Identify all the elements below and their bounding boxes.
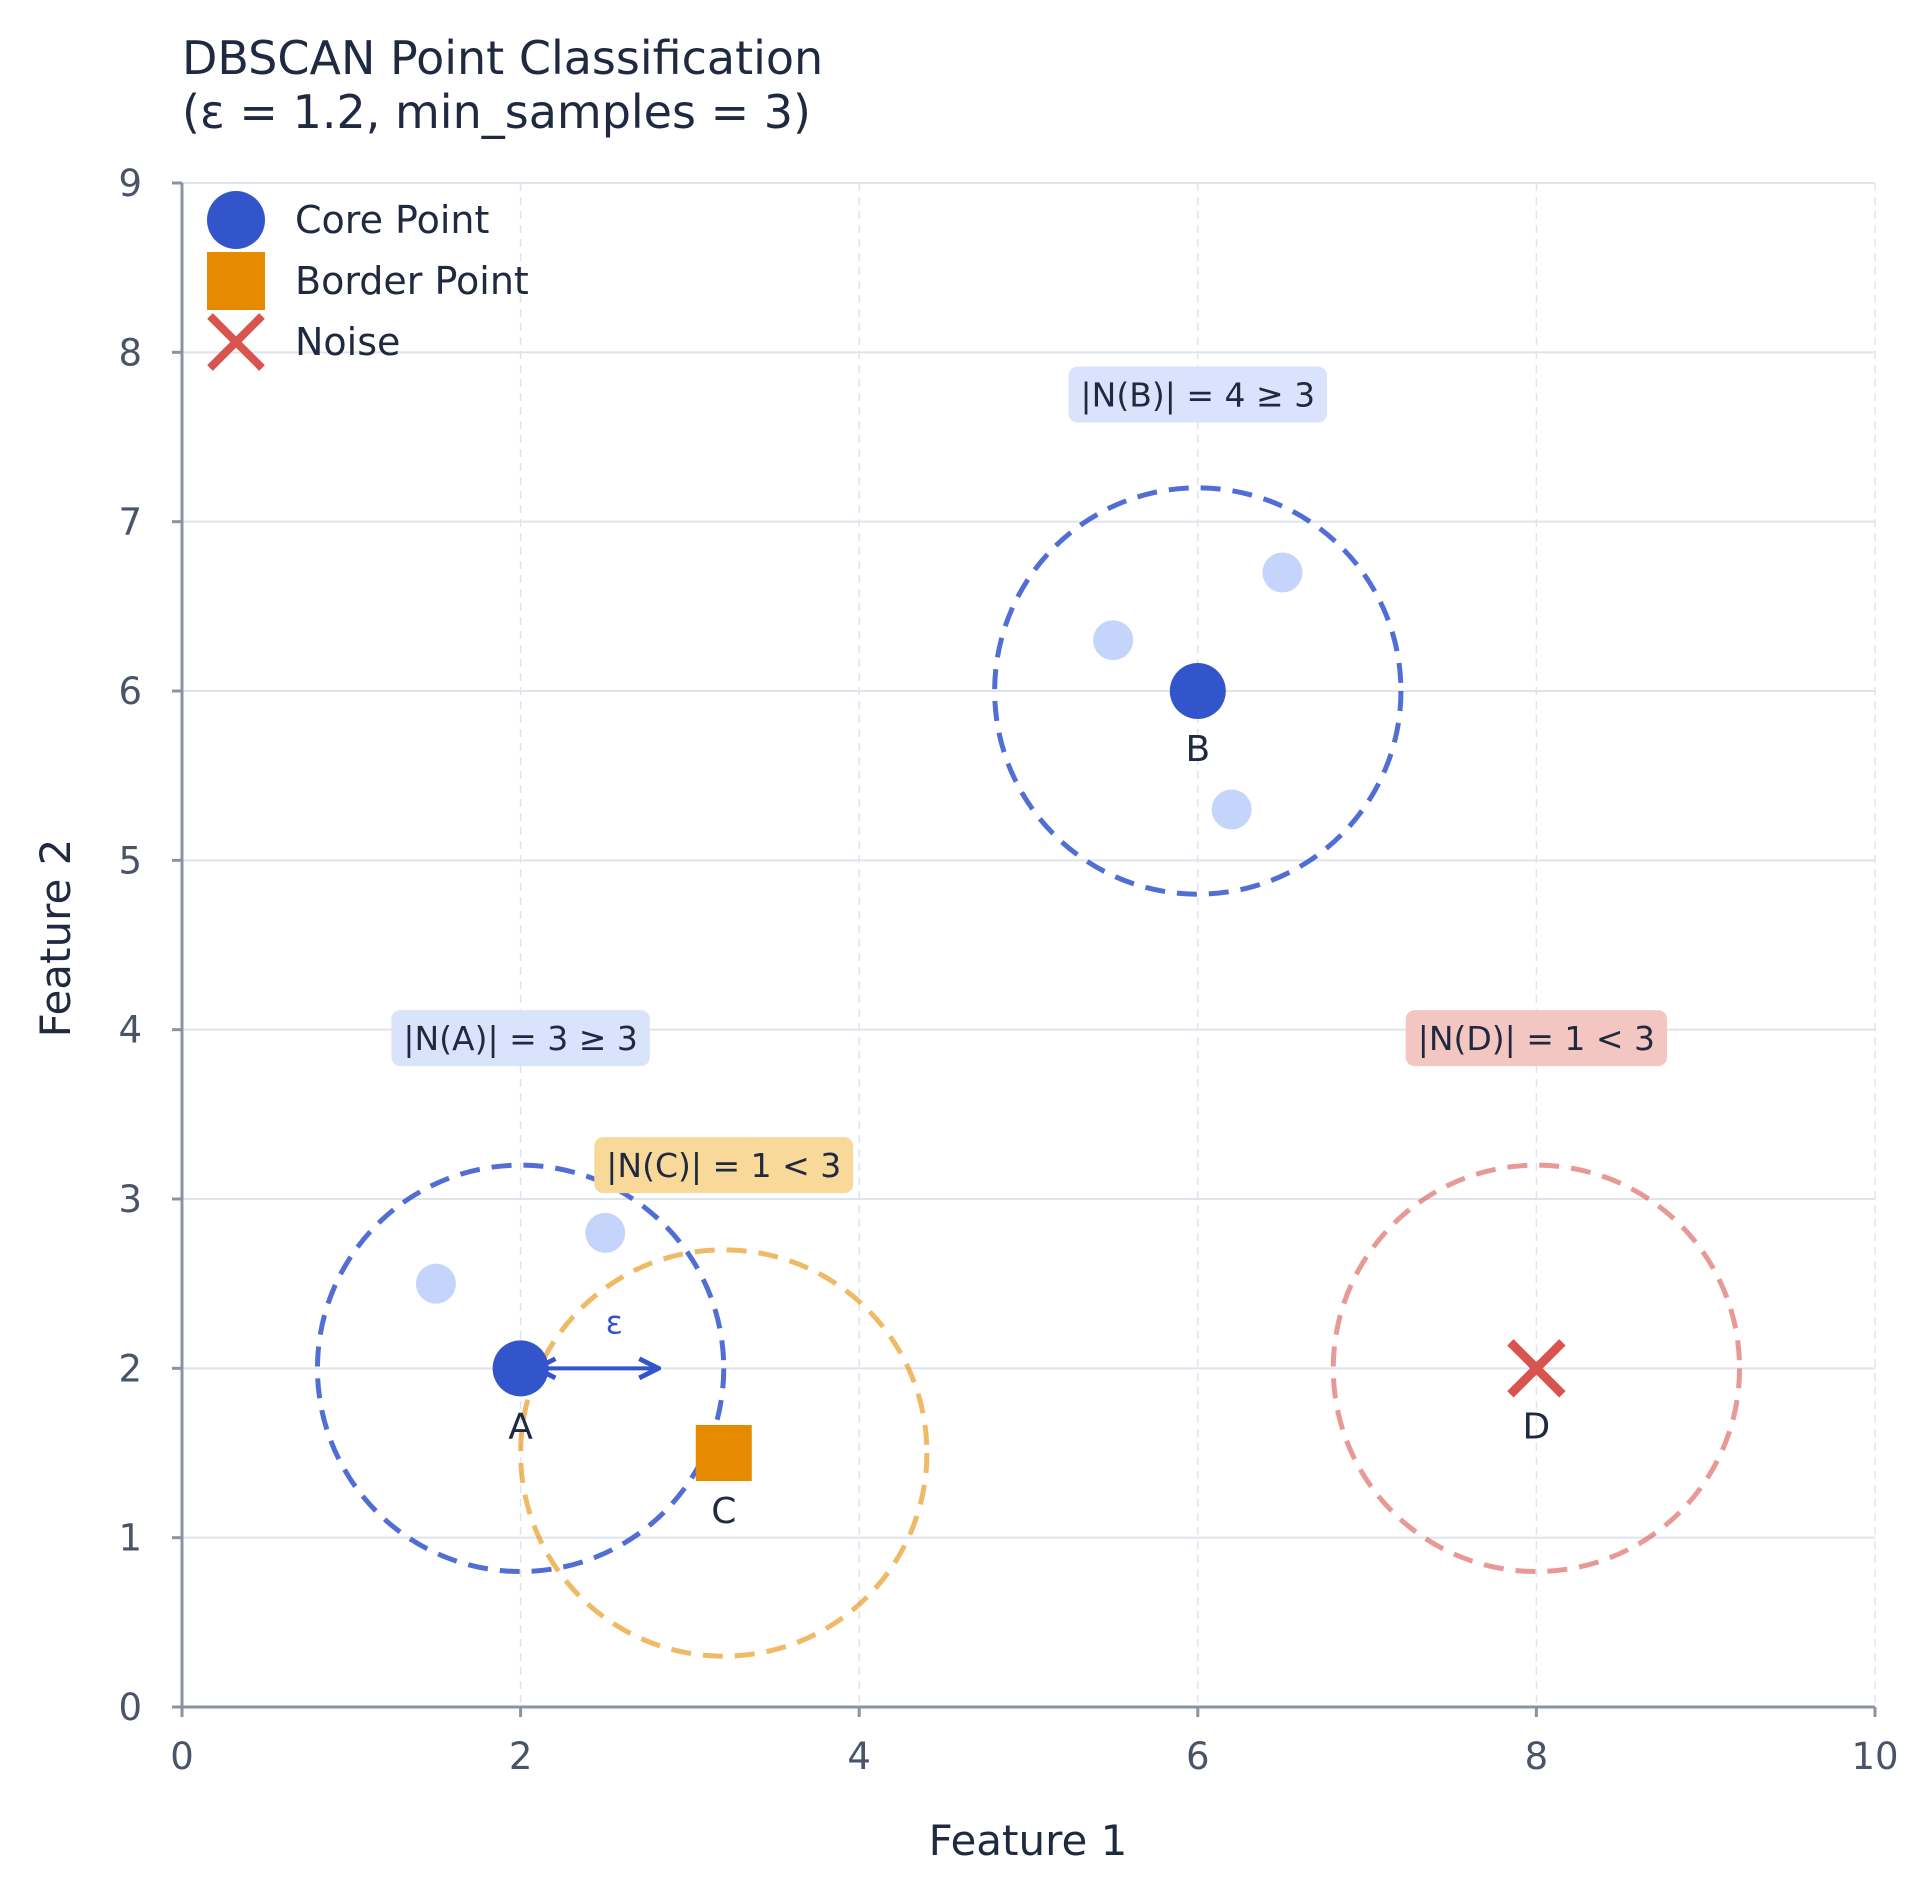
legend-label: Core Point bbox=[295, 198, 489, 242]
tick-labels: 0 2 4 6 8 10 0 1 2 3 4 5 6 7 8 9 bbox=[118, 162, 1898, 1778]
note-background bbox=[1405, 1010, 1668, 1067]
x-tick-label: 2 bbox=[509, 1735, 533, 1778]
neighbor-point bbox=[1262, 552, 1303, 593]
neighbor-points bbox=[415, 552, 1303, 1304]
y-tick-label: 2 bbox=[118, 1347, 142, 1390]
x-tick-label: 0 bbox=[170, 1735, 194, 1778]
axes bbox=[172, 181, 1877, 1717]
note-d: |N(D)| = 1 < 3 bbox=[1405, 1010, 1668, 1067]
epsilon-circle-b bbox=[992, 485, 1404, 897]
legend-label: Noise bbox=[295, 320, 400, 364]
x-tick-label: 6 bbox=[1186, 1735, 1210, 1778]
neighbor-point bbox=[1211, 789, 1252, 830]
note-background bbox=[391, 1010, 650, 1067]
note-a: |N(A)| = 3 ≥ 3 bbox=[391, 1010, 650, 1067]
epsilon-circle-a bbox=[314, 1162, 727, 1575]
legend-circle-icon bbox=[207, 191, 265, 249]
grid bbox=[181, 182, 1876, 1708]
y-tick-label: 4 bbox=[118, 1009, 142, 1052]
legend: Core Point Border Point Noise bbox=[207, 191, 529, 371]
epsilon-circle-d bbox=[1330, 1162, 1743, 1575]
note-text: |N(D)| = 1 < 3 bbox=[1418, 1019, 1655, 1058]
y-tick-label: 5 bbox=[118, 839, 142, 882]
legend-square-icon bbox=[207, 252, 265, 310]
neighbor-point bbox=[415, 1263, 456, 1304]
y-tick-label: 7 bbox=[118, 501, 142, 544]
note-text: |N(C)| = 1 < 3 bbox=[606, 1146, 841, 1185]
y-tick-label: 8 bbox=[118, 331, 142, 374]
chart-title: DBSCAN Point Classification bbox=[182, 31, 823, 85]
legend-item-x: Noise bbox=[207, 313, 400, 371]
y-tick-label: 0 bbox=[118, 1686, 142, 1729]
classified-points: A B C D bbox=[492, 663, 1566, 1532]
note-b: |N(B)| = 4 ≥ 3 bbox=[1068, 366, 1328, 423]
epsilon-circle-c bbox=[518, 1247, 930, 1659]
y-tick-label: 9 bbox=[118, 162, 142, 205]
point-b bbox=[1169, 663, 1226, 719]
point-label-b: B bbox=[1185, 729, 1210, 770]
neighbor-point bbox=[585, 1212, 626, 1253]
y-tick-label: 1 bbox=[118, 1517, 142, 1560]
x-tick-label: 10 bbox=[1851, 1735, 1898, 1778]
note-background bbox=[594, 1137, 854, 1194]
x-tick-label: 4 bbox=[847, 1735, 871, 1778]
point-d bbox=[1507, 1339, 1566, 1398]
chart-subtitle: (ε = 1.2, min_samples = 3) bbox=[182, 85, 811, 139]
legend-item-square: Border Point bbox=[207, 252, 529, 310]
point-a bbox=[492, 1340, 549, 1397]
x-tick-label: 8 bbox=[1525, 1735, 1549, 1778]
epsilon-circles bbox=[314, 485, 1743, 1659]
legend-x-icon bbox=[207, 313, 265, 371]
note-text: |N(B)| = 4 ≥ 3 bbox=[1081, 376, 1316, 415]
legend-label: Border Point bbox=[295, 259, 529, 303]
note-c: |N(C)| = 1 < 3 bbox=[594, 1137, 854, 1194]
point-label-a: A bbox=[508, 1406, 533, 1447]
x-axis-label: Feature 1 bbox=[929, 1816, 1128, 1865]
y-tick-label: 6 bbox=[118, 670, 142, 713]
point-label-c: C bbox=[711, 1491, 736, 1532]
epsilon-arrow: ε bbox=[539, 1303, 656, 1368]
neighborhood-notes: |N(A)| = 3 ≥ 3 |N(B)| = 4 ≥ 3 |N(C)| = 1 <… bbox=[391, 366, 1668, 1194]
noise-x-stroke bbox=[1507, 1339, 1566, 1398]
point-label-d: D bbox=[1523, 1406, 1551, 1447]
y-axis-label: Feature 2 bbox=[31, 839, 80, 1038]
y-tick-label: 3 bbox=[118, 1178, 142, 1221]
legend-item-circle: Core Point bbox=[207, 191, 489, 249]
epsilon-arrow-label: ε bbox=[606, 1303, 623, 1341]
neighbor-point bbox=[1093, 620, 1134, 661]
point-c bbox=[695, 1425, 752, 1481]
note-text: |N(A)| = 3 ≥ 3 bbox=[403, 1019, 638, 1058]
note-background bbox=[1068, 366, 1328, 423]
